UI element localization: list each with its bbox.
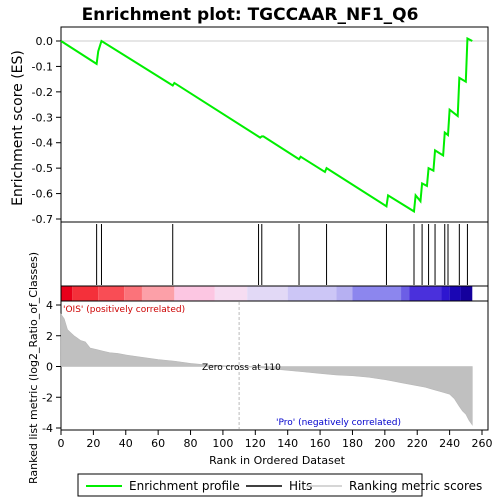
xtick-label: 100 (212, 437, 233, 450)
xtick-label: 220 (407, 437, 428, 450)
xtick-label: 200 (374, 437, 395, 450)
es-axis-label: Enrichment score (ES) (10, 50, 26, 206)
metric-ytick-label: -4 (42, 422, 53, 435)
heatbar-segment (409, 286, 442, 301)
xtick-label: 260 (472, 437, 493, 450)
heatbar-segment (441, 286, 450, 301)
metric-ytick-label: -2 (42, 391, 53, 404)
xtick-label: 20 (86, 437, 100, 450)
es-ytick-label: -0.5 (32, 162, 53, 175)
heatbar-segment (401, 286, 410, 301)
heatbar-segment (214, 286, 248, 301)
es-ytick-label: -0.2 (32, 86, 53, 99)
es-ytick-label: -0.7 (32, 213, 53, 226)
heatbar-segment (72, 286, 99, 301)
metric-ytick-label: 0 (46, 361, 53, 374)
heatbar-segment (124, 286, 142, 301)
hits-panel (60, 221, 489, 287)
heatbar-segment (247, 286, 288, 301)
legend-label: Ranking metric scores (349, 479, 482, 493)
es-ytick-label: 0.0 (36, 35, 54, 48)
xtick-label: 40 (119, 437, 133, 450)
xtick-label: 140 (277, 437, 298, 450)
legend-label: Enrichment profile (129, 479, 240, 493)
legend (77, 473, 423, 497)
xtick-label: 180 (342, 437, 363, 450)
heatbar-segment (336, 286, 353, 301)
metric-ytick-label: 4 (46, 299, 53, 312)
x-axis-label: Rank in Ordered Dataset (209, 454, 346, 467)
chart-title: Enrichment plot: TGCCAAR_NF1_Q6 (82, 5, 419, 25)
zero-cross-label: Zero cross at 110 (202, 363, 281, 373)
xtick-label: 0 (58, 437, 65, 450)
es-ytick-label: -0.1 (32, 60, 53, 73)
metric-ytick-label: 2 (46, 330, 53, 343)
legend-label: Hits (289, 479, 312, 493)
xtick-label: 60 (151, 437, 165, 450)
ranking-heatbar (61, 286, 473, 301)
xtick-label: 240 (439, 437, 460, 450)
heatbar-segment (449, 286, 461, 301)
enrichment-profile-line (60, 36, 473, 214)
es-ytick-label: -0.3 (32, 111, 53, 124)
heatbar-segment (174, 286, 215, 301)
metric-axis-label: Ranked list metric (log2_Ratio_of_Classe… (27, 252, 40, 484)
xtick-label: 160 (310, 437, 331, 450)
heatbar-segment (287, 286, 337, 301)
heatbar-segment (141, 286, 175, 301)
heatbar-segment (98, 286, 125, 301)
heatbar-segment (61, 286, 73, 301)
positive-correlation-label: 'OIS' (positively correlated) (63, 305, 185, 315)
heatbar-segment (460, 286, 473, 301)
xtick-label: 80 (184, 437, 198, 450)
negative-correlation-label: 'Pro' (negatively correlated) (276, 418, 401, 428)
ranking-metric-area (60, 313, 473, 426)
heatbar-segment (352, 286, 402, 301)
es-ytick-label: -0.6 (32, 188, 53, 201)
es-ytick-label: -0.4 (32, 137, 53, 150)
xtick-label: 120 (245, 437, 266, 450)
